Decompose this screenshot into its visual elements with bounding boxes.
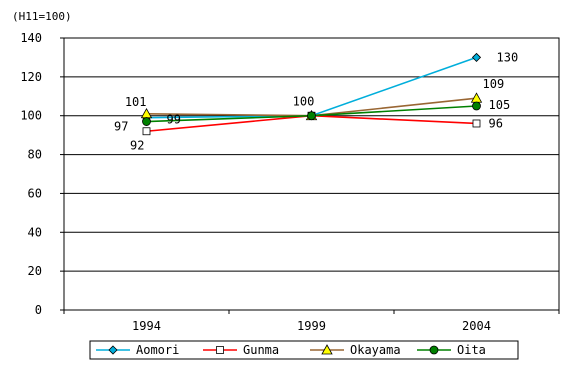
y-tick-label: 80 [28, 148, 42, 162]
legend-marker-gunma [216, 346, 224, 354]
data-label-gunma: 92 [130, 138, 144, 152]
data-label-oita: 105 [489, 98, 511, 112]
legend-marker-aomori [108, 345, 118, 355]
y-tick-label: 0 [35, 303, 42, 317]
legend-marker-okayama [321, 344, 333, 355]
y-tick-label: 60 [28, 186, 42, 200]
data-label-okayama: 100 [293, 95, 315, 109]
legend-box [89, 340, 519, 360]
y-tick-label: 40 [28, 225, 42, 239]
x-tick-label: 1999 [297, 319, 326, 333]
data-label-aomori: 99 [167, 113, 181, 127]
data-point-oita [472, 101, 481, 111]
legend-marker-oita [429, 345, 439, 355]
data-point-gunma [472, 119, 481, 128]
data-label-okayama: 109 [483, 77, 505, 91]
data-point-gunma [142, 127, 151, 136]
data-label-aomori: 130 [497, 50, 519, 64]
legend-label-okayama: Okayama [350, 343, 401, 357]
series-lines [140, 52, 483, 136]
data-labels: 99 130 92 96 101 100 109 97 105 [114, 50, 518, 152]
y-tick-label: 20 [28, 264, 42, 278]
data-point-oita [142, 117, 151, 126]
x-tick-label: 2004 [462, 319, 491, 333]
legend-label-aomori: Aomori [136, 343, 179, 357]
x-axis-ticks: 1994 1999 2004 [63, 310, 560, 333]
unit-label: (H11=100) [12, 10, 72, 23]
plot-area-border [63, 37, 560, 311]
data-point-aomori [471, 52, 482, 62]
y-tick-label: 100 [20, 109, 42, 123]
x-tick-label: 1994 [132, 319, 161, 333]
y-axis-ticks: 0 20 40 60 80 100 120 140 [20, 31, 64, 317]
y-tick-label: 120 [20, 70, 42, 84]
legend: Aomori Gunma Okayama Oita [89, 340, 519, 360]
legend-label-gunma: Gunma [243, 343, 279, 357]
data-label-gunma: 96 [489, 116, 503, 130]
data-label-oita: 97 [114, 120, 128, 134]
data-label-okayama: 101 [125, 95, 147, 109]
legend-label-oita: Oita [457, 343, 486, 357]
y-tick-label: 140 [20, 31, 42, 45]
data-point-oita [307, 111, 316, 121]
